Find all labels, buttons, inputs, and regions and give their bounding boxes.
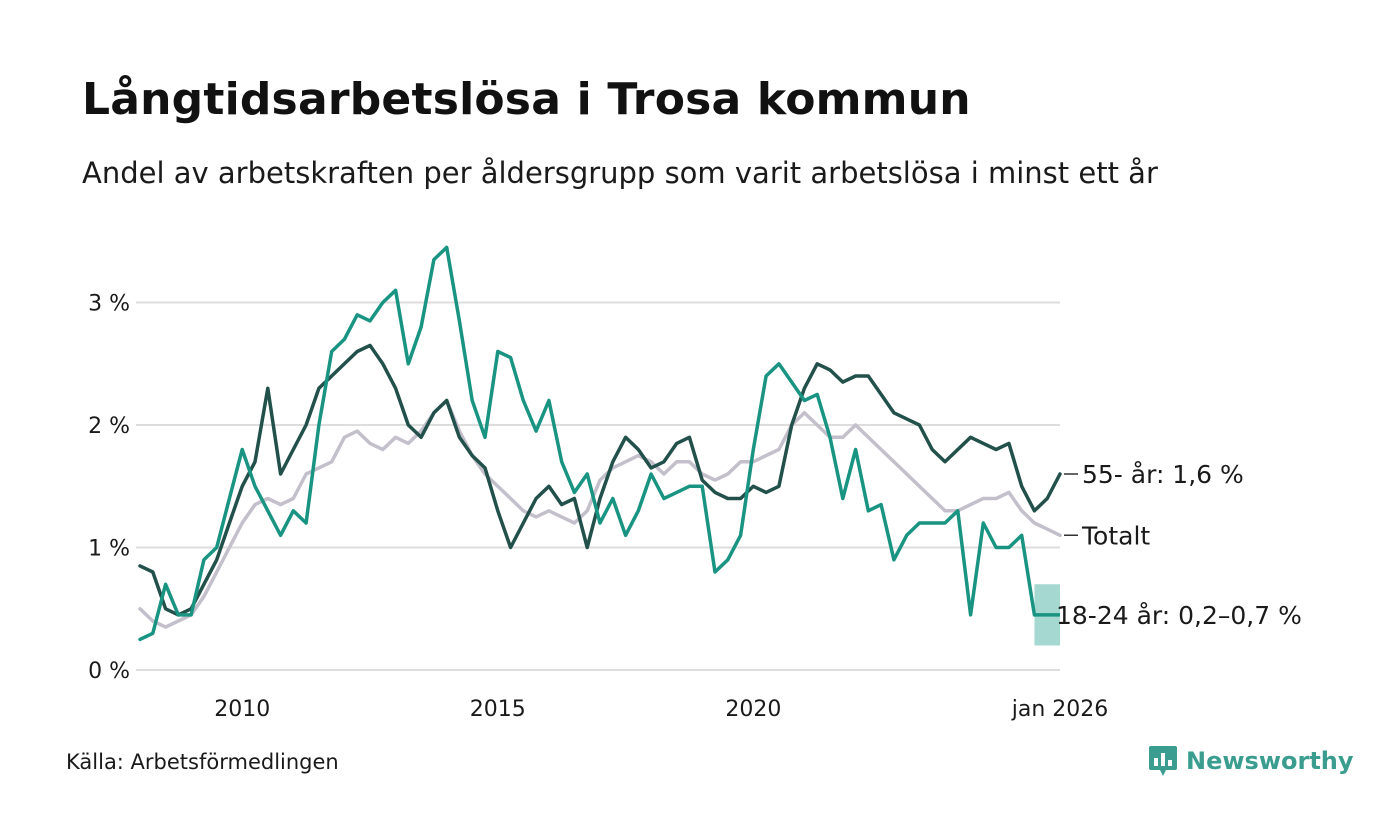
chart-title: Långtidsarbetslösa i Trosa kommun bbox=[82, 74, 971, 125]
grid-lines bbox=[136, 301, 1060, 671]
series-end-label-18-24: 18-24 år: 0,2–0,7 % bbox=[1056, 601, 1302, 630]
y-axis: 0 % 1 % 2 % 3 % bbox=[88, 292, 130, 685]
y-tick-label: 2 % bbox=[88, 414, 130, 439]
series-labels: Totalt 55- år: 1,6 % 18-24 år: 0,2–0,7 % bbox=[1056, 460, 1302, 630]
series-lines bbox=[138, 245, 1062, 642]
chart-subtitle: Andel av arbetskraften per åldersgrupp s… bbox=[82, 156, 1158, 190]
x-axis: 2010 2015 2020 jan 2026 bbox=[214, 697, 1108, 722]
x-tick-label: jan 2026 bbox=[1011, 697, 1109, 722]
x-tick-label: 2010 bbox=[214, 697, 270, 722]
y-tick-label: 3 % bbox=[88, 292, 130, 317]
newsworthy-logo-icon bbox=[1149, 746, 1177, 776]
x-tick-label: 2020 bbox=[725, 697, 781, 722]
brand-name: Newsworthy bbox=[1186, 747, 1354, 775]
series-line-totalt bbox=[138, 398, 1062, 629]
y-tick-label: 0 % bbox=[88, 659, 130, 684]
source-note: Källa: Arbetsförmedlingen bbox=[66, 750, 339, 774]
series-end-label-55-plus: 55- år: 1,6 % bbox=[1082, 460, 1244, 489]
series-end-label-totalt: Totalt bbox=[1081, 521, 1150, 550]
y-tick-label: 1 % bbox=[88, 537, 130, 562]
brand-logo: Newsworthy bbox=[1148, 744, 1354, 778]
series-line-18-24 bbox=[138, 245, 1037, 642]
series-line-55-plus bbox=[138, 343, 1062, 617]
x-tick-label: 2015 bbox=[470, 697, 526, 722]
